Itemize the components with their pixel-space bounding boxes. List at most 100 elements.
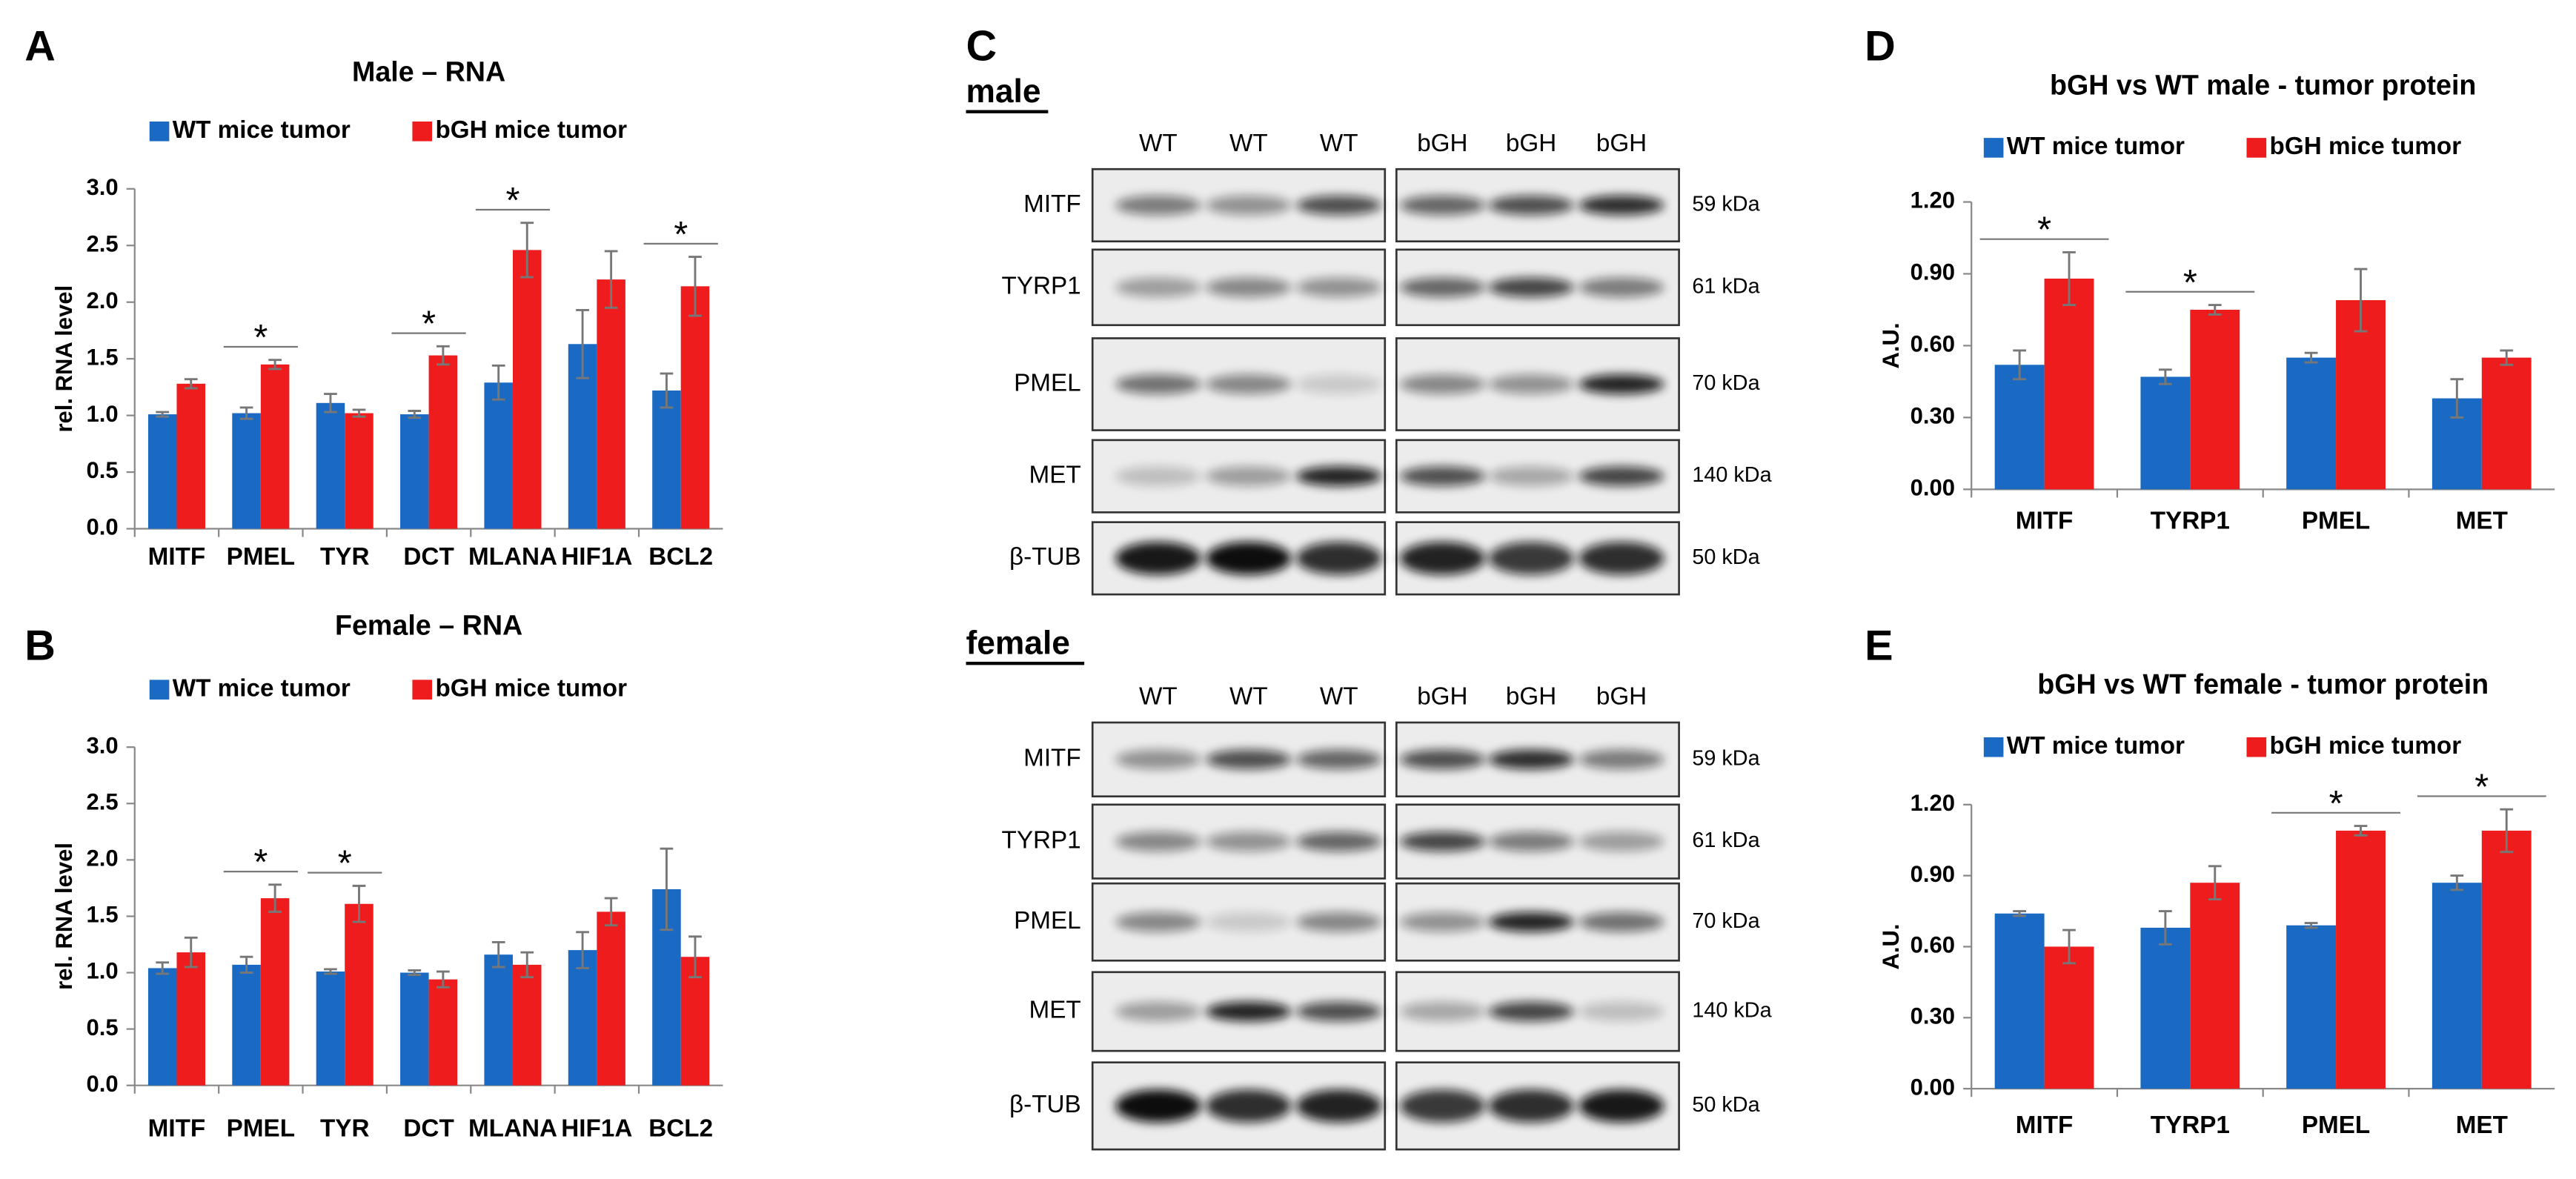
error-bar xyxy=(491,364,505,401)
error-bar xyxy=(2013,349,2027,381)
y-tick-label: 0.30 xyxy=(1911,403,1955,429)
significance-label: * xyxy=(2474,767,2489,807)
band xyxy=(1488,831,1574,851)
band xyxy=(1115,466,1201,486)
error-bar xyxy=(436,970,450,989)
error-bar xyxy=(576,308,589,379)
error-bar xyxy=(2500,349,2514,366)
legend-swatch xyxy=(1983,737,2004,757)
panel-letter: B xyxy=(24,622,56,669)
x-tick-label: BCL2 xyxy=(648,1115,713,1142)
band xyxy=(1579,1001,1664,1022)
y-tick-label: 2.5 xyxy=(86,230,118,256)
error-bar xyxy=(2450,378,2464,419)
error-bar xyxy=(2450,874,2464,891)
band xyxy=(1115,749,1201,770)
y-tick-label: 0.5 xyxy=(86,457,118,483)
significance-label: * xyxy=(253,318,268,358)
protein-label: PMEL xyxy=(1014,907,1081,934)
legend-label: WT mice tumor xyxy=(173,116,351,144)
band xyxy=(1115,1001,1201,1022)
band xyxy=(1579,195,1664,216)
bar xyxy=(2044,278,2094,490)
lane-label: bGH xyxy=(1506,683,1556,711)
chart-title: bGH vs WT male - tumor protein xyxy=(2050,69,2476,100)
error-bar xyxy=(408,410,422,419)
protein-label: MET xyxy=(1029,461,1081,488)
band xyxy=(1579,749,1664,770)
band xyxy=(1488,374,1574,394)
band xyxy=(1579,277,1664,298)
band xyxy=(1115,1089,1201,1123)
error-bar xyxy=(604,250,618,309)
panel-letter: E xyxy=(1865,622,1893,669)
band xyxy=(1399,831,1486,851)
bar xyxy=(260,364,290,529)
x-tick-label: DCT xyxy=(403,1115,454,1142)
bar xyxy=(232,413,261,529)
band xyxy=(1206,277,1292,298)
band xyxy=(1488,542,1574,575)
error-bar xyxy=(156,411,170,418)
band xyxy=(1206,542,1292,575)
bar xyxy=(2190,883,2240,1089)
panel-letter: A xyxy=(24,23,56,70)
error-bar xyxy=(324,393,337,414)
size-label: 140 kDa xyxy=(1692,463,1772,487)
band xyxy=(1296,277,1382,298)
bar xyxy=(345,413,374,529)
y-tick-label: 0.90 xyxy=(1911,861,1955,887)
size-label: 59 kDa xyxy=(1692,193,1760,216)
band xyxy=(1399,1001,1486,1022)
significance-label: * xyxy=(2329,784,2343,824)
bar xyxy=(512,250,542,529)
error-bar xyxy=(2500,808,2514,854)
band xyxy=(1399,195,1486,216)
significance-label: * xyxy=(2037,210,2051,250)
x-tick-label: PMEL xyxy=(227,543,295,571)
band xyxy=(1296,542,1382,575)
bar xyxy=(2044,946,2094,1089)
bar xyxy=(176,952,206,1086)
y-tick-label: 1.0 xyxy=(86,958,118,984)
y-tick-label: 1.20 xyxy=(1911,790,1955,816)
error-bar xyxy=(688,935,702,979)
error-bar xyxy=(2354,268,2368,333)
y-tick-label: 0.5 xyxy=(86,1014,118,1040)
band xyxy=(1206,374,1292,394)
band xyxy=(1115,195,1201,216)
blot-section-title: female xyxy=(966,625,1070,662)
band xyxy=(1115,542,1201,575)
protein-label: TYRP1 xyxy=(1002,826,1081,854)
lane-label: bGH xyxy=(1417,130,1467,157)
x-tick-label: TYRP1 xyxy=(2151,1112,2230,1139)
bar xyxy=(2286,925,2337,1089)
error-bar xyxy=(239,406,253,420)
y-tick-label: 2.0 xyxy=(86,288,118,313)
error-bar xyxy=(2354,825,2368,837)
error-bar xyxy=(184,378,198,390)
error-bar xyxy=(2013,910,2027,917)
error-bar xyxy=(520,951,534,979)
band xyxy=(1296,911,1382,932)
bar xyxy=(316,972,345,1086)
band xyxy=(1488,1089,1574,1123)
y-axis-title: rel. RNA level xyxy=(51,843,77,990)
x-tick-label: HIF1A xyxy=(561,1115,632,1142)
bar xyxy=(2336,830,2386,1089)
x-tick-label: MITF xyxy=(148,1115,206,1142)
size-label: 70 kDa xyxy=(1692,909,1760,933)
bar xyxy=(597,279,625,529)
bar xyxy=(428,355,458,529)
error-bar xyxy=(2159,368,2172,385)
error-bar xyxy=(660,372,674,409)
x-tick-label: DCT xyxy=(403,543,454,571)
protein-label: MET xyxy=(1029,997,1081,1024)
x-tick-label: MITF xyxy=(148,543,206,571)
lane-label: bGH xyxy=(1506,130,1556,157)
bar xyxy=(484,382,513,529)
band xyxy=(1488,911,1574,932)
lane-label: WT xyxy=(1320,683,1358,711)
band xyxy=(1488,1001,1574,1022)
